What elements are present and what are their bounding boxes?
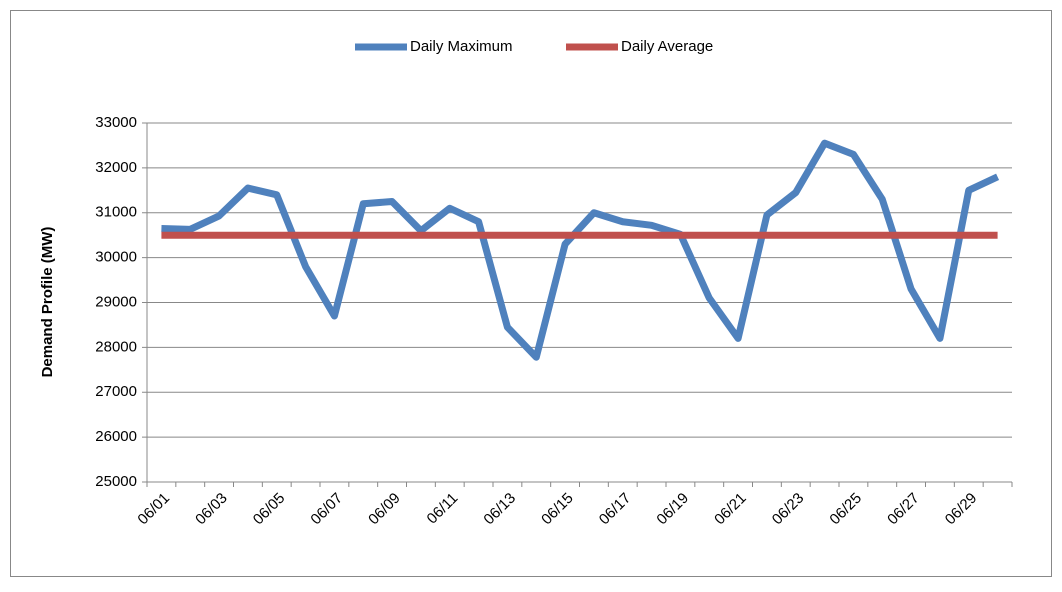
y-tick-label: 27000 xyxy=(95,383,137,400)
y-tick-label: 25000 xyxy=(95,473,137,490)
y-tick-label: 32000 xyxy=(95,159,137,176)
y-tick-label: 30000 xyxy=(95,249,137,266)
y-tick-label: 29000 xyxy=(95,293,137,310)
y-tick-label: 26000 xyxy=(95,428,137,445)
legend-label: Daily Average xyxy=(621,38,713,55)
y-tick-label: 33000 xyxy=(95,114,137,131)
y-axis-label: Demand Profile (MW) xyxy=(39,227,56,378)
line-series xyxy=(161,139,1000,361)
chart-border xyxy=(10,10,1052,577)
legend-label: Daily Maximum xyxy=(410,38,513,55)
y-tick-label: 28000 xyxy=(95,338,137,355)
y-tick-label: 31000 xyxy=(95,204,137,221)
